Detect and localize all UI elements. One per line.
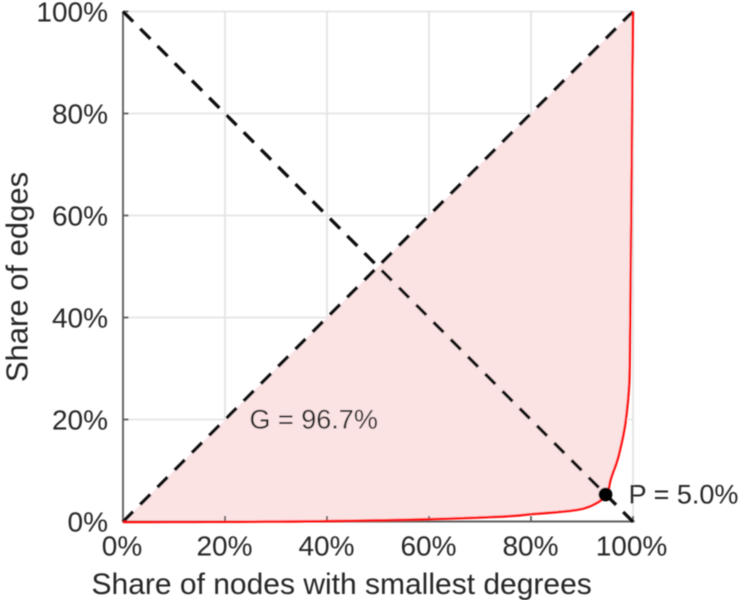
svg-text:60%: 60% xyxy=(400,531,456,562)
svg-text:40%: 40% xyxy=(298,531,354,562)
svg-text:0%: 0% xyxy=(68,507,108,538)
svg-text:100%: 100% xyxy=(596,531,668,562)
svg-text:60%: 60% xyxy=(52,201,108,232)
svg-text:100%: 100% xyxy=(36,0,108,28)
svg-text:20%: 20% xyxy=(196,531,252,562)
svg-text:20%: 20% xyxy=(52,405,108,436)
svg-text:P = 5.0%: P = 5.0% xyxy=(629,479,739,509)
svg-text:Share of nodes with smallest d: Share of nodes with smallest degrees xyxy=(92,568,592,600)
svg-text:0%: 0% xyxy=(102,531,142,562)
svg-text:G = 96.7%: G = 96.7% xyxy=(250,405,378,435)
svg-text:80%: 80% xyxy=(502,531,558,562)
svg-text:40%: 40% xyxy=(52,303,108,334)
svg-text:80%: 80% xyxy=(52,99,108,130)
svg-text:Share of edges: Share of edges xyxy=(0,172,34,382)
